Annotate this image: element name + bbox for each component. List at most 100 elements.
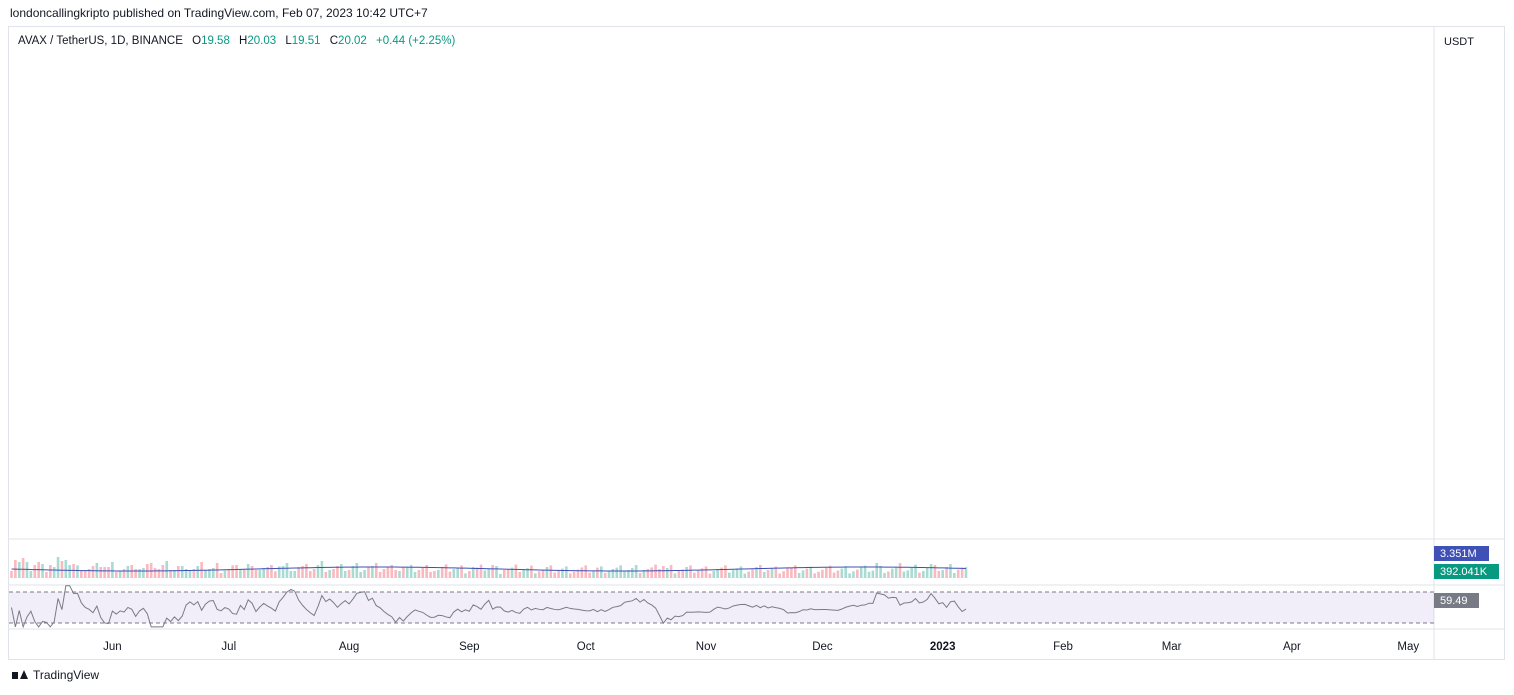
volume-bar (712, 571, 716, 578)
volume-bar (452, 569, 456, 578)
volume-bar (433, 571, 436, 578)
volume-bar (409, 565, 413, 578)
volume-bar (285, 563, 289, 578)
volume-bar (204, 570, 207, 578)
volume-bar (797, 573, 801, 578)
close-value: 20.02 (338, 35, 367, 47)
volume-bar (572, 571, 576, 578)
volume-bar (76, 565, 79, 578)
volume-bar (328, 570, 331, 578)
chart-frame (8, 26, 1505, 660)
volume-bar (856, 569, 859, 578)
volume-bar (118, 571, 122, 578)
volume-bar (192, 569, 196, 578)
volume-bar (421, 568, 425, 578)
price-scale-currency: USDT (1444, 36, 1474, 48)
brand-name: TradingView (33, 668, 100, 682)
volume-bar (262, 568, 265, 578)
symbol-legend: AVAX / TetherUS, 1D, BINANCE O19.58 H20.… (18, 35, 461, 47)
volume-bar (751, 569, 754, 578)
volume-bar (340, 564, 343, 578)
volume-bar (817, 571, 820, 578)
volume-pane (10, 557, 968, 578)
volume-bar (669, 565, 673, 578)
volume-bar (227, 569, 231, 578)
volume-bar (813, 573, 816, 578)
volume-bar (464, 573, 467, 578)
volume-bar (871, 570, 875, 578)
volume-bar (235, 565, 238, 578)
volume-bar (681, 569, 685, 578)
volume-bar (665, 568, 669, 578)
volume-bar (502, 570, 506, 578)
volume-bar (902, 571, 906, 578)
volume-bar (297, 567, 300, 578)
volume-bar (879, 566, 882, 578)
volume-bar (724, 565, 727, 578)
volume-bar (673, 573, 677, 578)
volume-bar (755, 567, 758, 578)
volume-bar (444, 564, 448, 578)
volume-bar (700, 568, 704, 578)
volume-bar (603, 572, 607, 578)
volume-bar (68, 565, 71, 578)
volume-bar (382, 569, 386, 578)
volume-bar (274, 571, 277, 578)
volume-bar (859, 567, 863, 578)
volume-bar (867, 571, 871, 578)
volume-bar (246, 564, 250, 578)
volume-bar (759, 565, 762, 578)
volume-bar (491, 565, 494, 578)
x-tick-label: Dec (812, 641, 833, 653)
volume-bar (728, 572, 731, 578)
volume-bar (378, 572, 382, 578)
volume-bar (355, 563, 359, 578)
high-label: H (239, 35, 248, 47)
volume-bar (250, 566, 254, 578)
volume-bar (440, 567, 444, 578)
tradingview-branding[interactable]: TradingView (12, 668, 99, 682)
volume-bar (778, 573, 782, 578)
volume-bar (553, 572, 556, 578)
symbol-name[interactable]: AVAX / TetherUS, 1D, BINANCE (18, 35, 183, 47)
volume-tag-label: 3.351M (1440, 548, 1477, 560)
volume-bar (316, 565, 320, 578)
volume-bar (386, 567, 390, 578)
volume-bar (111, 562, 114, 578)
volume-bar (949, 564, 952, 578)
volume-bar (534, 573, 537, 578)
volume-bar (840, 568, 844, 578)
volume-bar (87, 569, 91, 578)
x-tick-label: 2023 (930, 641, 956, 653)
volume-bar (258, 570, 262, 578)
volume-bar (122, 569, 126, 578)
volume-bar (479, 564, 483, 578)
volume-bar (351, 566, 355, 578)
tradingview-logo-icon (12, 670, 28, 680)
volume-bar (599, 566, 603, 578)
volume-bar (188, 570, 192, 578)
volume-bar (677, 570, 681, 578)
volume-bar (910, 568, 913, 578)
volume-bar (716, 569, 719, 578)
volume-bar (922, 571, 925, 578)
volume-bar (448, 571, 452, 578)
volume-bar (173, 570, 176, 578)
volume-bar (642, 570, 646, 578)
close-label: C (329, 35, 339, 47)
volume-bar (914, 564, 917, 578)
volume-bar (631, 568, 634, 578)
volume-bar (468, 571, 471, 578)
volume-bar (45, 572, 48, 578)
volume-bar (592, 570, 595, 578)
volume-bar (619, 565, 622, 578)
volume-bar (487, 568, 491, 578)
volume-bar (64, 560, 68, 578)
volume-bar (541, 569, 545, 578)
volume-bar (731, 570, 735, 578)
volume-bar (437, 570, 440, 578)
volume-bar (863, 565, 867, 578)
volume-bar (293, 571, 297, 578)
volume-bar (413, 572, 417, 578)
